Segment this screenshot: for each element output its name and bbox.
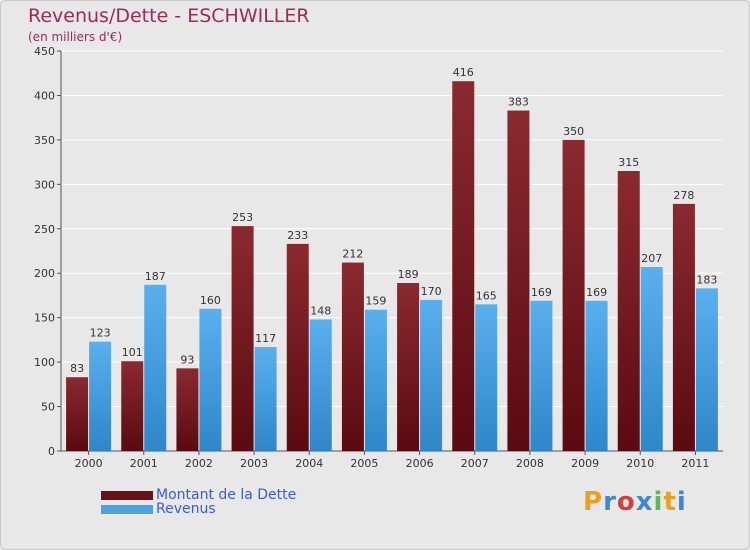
logo-letter: P xyxy=(583,487,604,517)
x-tick-label: 2005 xyxy=(350,457,378,470)
y-tick-label: 200 xyxy=(34,267,55,280)
x-tick-label: 2010 xyxy=(626,457,654,470)
legend-swatch-dette xyxy=(101,490,153,500)
data-label-dette: 350 xyxy=(563,125,584,138)
data-label-revenus: 159 xyxy=(365,295,386,308)
bar-revenus xyxy=(640,267,663,451)
x-tick-label: 2011 xyxy=(681,457,709,470)
x-tick-label: 2004 xyxy=(295,457,323,470)
x-tick-label: 2003 xyxy=(240,457,268,470)
proxiti-logo: Proxiti xyxy=(583,487,687,517)
data-label-revenus: 207 xyxy=(641,252,662,265)
bar-dette xyxy=(231,226,254,451)
data-label-dette: 416 xyxy=(453,66,474,79)
bar-dette xyxy=(617,171,640,451)
bar-revenus xyxy=(254,347,277,451)
bar-revenus xyxy=(89,341,112,451)
y-tick-label: 100 xyxy=(34,356,55,369)
y-tick-label: 350 xyxy=(34,134,55,147)
logo-letter: o xyxy=(616,487,636,517)
bar-revenus xyxy=(695,288,718,451)
data-label-dette: 101 xyxy=(122,346,143,359)
bar-revenus xyxy=(199,308,222,451)
bar-dette xyxy=(507,110,530,452)
y-tick-label: 0 xyxy=(48,445,55,458)
data-label-revenus: 187 xyxy=(145,270,166,283)
logo-letter: t xyxy=(663,487,677,517)
x-tick-label: 2008 xyxy=(516,457,544,470)
legend-label-revenus: Revenus xyxy=(156,501,216,517)
data-label-dette: 189 xyxy=(398,268,419,281)
bar-dette xyxy=(286,243,309,451)
y-tick-label: 450 xyxy=(34,45,55,58)
bar-dette xyxy=(66,377,89,451)
data-label-dette: 383 xyxy=(508,96,529,109)
legend-swatch-revenus xyxy=(101,504,153,514)
x-tick-label: 2002 xyxy=(185,457,213,470)
bar-dette xyxy=(672,203,695,451)
legend-label-dette: Montant de la Dette xyxy=(156,487,297,503)
data-label-revenus: 169 xyxy=(531,286,552,299)
x-tick-label: 2001 xyxy=(130,457,158,470)
data-label-revenus: 169 xyxy=(586,286,607,299)
logo-letter: i xyxy=(653,487,664,517)
bar-dette xyxy=(562,139,585,451)
data-label-dette: 93 xyxy=(180,353,194,366)
logo-letter: r xyxy=(603,487,617,517)
bar-revenus xyxy=(530,300,553,451)
data-label-dette: 83 xyxy=(70,362,84,375)
y-tick-label: 50 xyxy=(41,401,55,414)
legend-item-revenus: Revenus xyxy=(101,501,216,517)
y-tick-label: 250 xyxy=(34,223,55,236)
bar-dette xyxy=(341,262,364,451)
bar-revenus xyxy=(475,304,498,451)
data-label-dette: 253 xyxy=(232,211,253,224)
x-tick-label: 2000 xyxy=(75,457,103,470)
bar-revenus xyxy=(585,300,608,451)
bar-revenus xyxy=(309,319,332,451)
bar-revenus xyxy=(144,284,167,451)
y-tick-label: 400 xyxy=(34,89,55,102)
data-label-dette: 315 xyxy=(618,156,639,169)
chart-title: Revenus/Dette - ESCHWILLER xyxy=(28,5,310,27)
bar-dette xyxy=(452,81,475,451)
data-label-revenus: 170 xyxy=(421,285,442,298)
data-label-revenus: 117 xyxy=(255,332,276,345)
data-label-dette: 278 xyxy=(673,189,694,202)
y-tick-label: 150 xyxy=(34,312,55,325)
data-label-revenus: 183 xyxy=(696,273,717,286)
data-label-dette: 233 xyxy=(287,229,308,242)
logo-letter: i xyxy=(676,487,687,517)
x-tick-label: 2007 xyxy=(461,457,489,470)
bar-dette xyxy=(121,361,144,451)
logo-letter: x xyxy=(635,487,654,517)
bar-dette xyxy=(397,283,420,451)
chart-subtitle: (en milliers d'€) xyxy=(28,30,123,44)
data-label-revenus: 160 xyxy=(200,294,221,307)
data-label-dette: 212 xyxy=(342,248,363,261)
x-tick-label: 2009 xyxy=(571,457,599,470)
data-label-revenus: 123 xyxy=(90,327,111,340)
x-tick-label: 2006 xyxy=(406,457,434,470)
data-label-revenus: 165 xyxy=(476,289,497,302)
y-tick-label: 300 xyxy=(34,178,55,191)
bar-revenus xyxy=(420,299,443,451)
legend-item-dette: Montant de la Dette xyxy=(101,487,297,503)
bar-dette xyxy=(176,368,199,451)
bar-revenus xyxy=(364,309,387,451)
data-label-revenus: 148 xyxy=(310,304,331,317)
